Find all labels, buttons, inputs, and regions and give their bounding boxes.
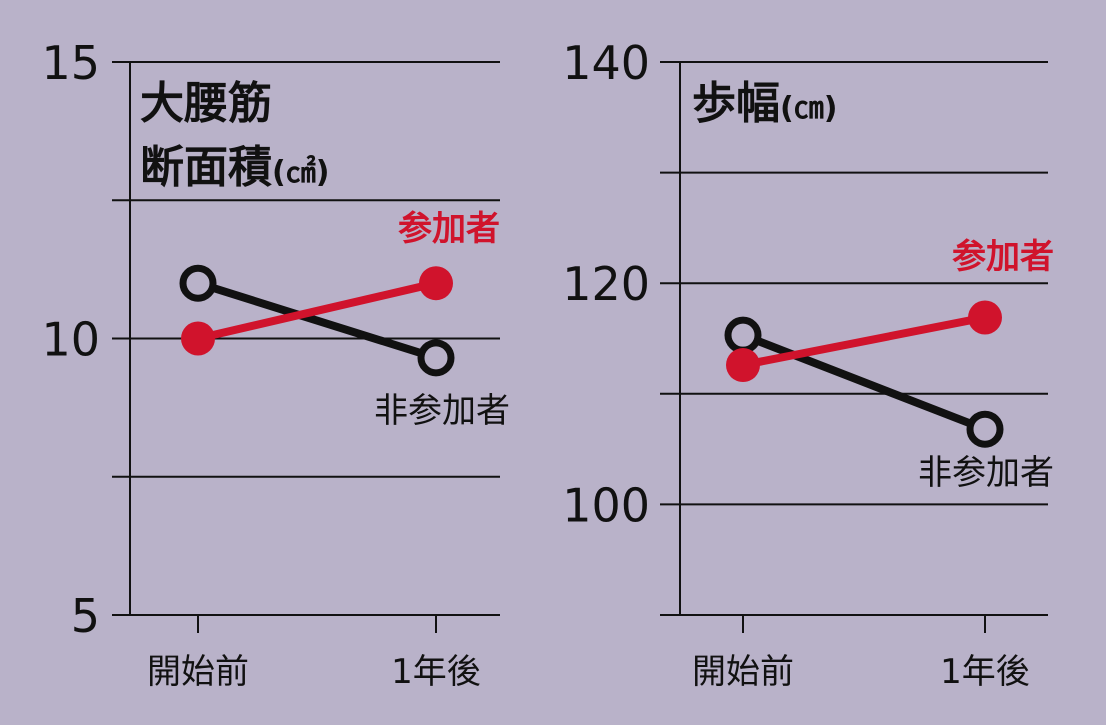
x-tick-label: 開始前 [692, 652, 794, 692]
series-label: 参加者 [952, 237, 1054, 277]
y-tick-label: 120 [562, 257, 650, 311]
data-point-filled [181, 321, 215, 356]
x-tick-label: 1年後 [391, 652, 481, 692]
series-line [197, 279, 437, 343]
y-tick-label: 10 [41, 313, 100, 367]
series-line [196, 279, 438, 362]
series-line [741, 331, 987, 433]
series-label: 非参加者 [374, 391, 510, 431]
chart-unit: (㎝) [780, 91, 837, 126]
data-point-hollow [179, 264, 217, 302]
data-point-hollow [417, 339, 455, 377]
chart-title-line: 断面積(㎠) [140, 142, 329, 193]
chart-title-line: 大腰筋 [140, 78, 272, 129]
x-tick-label: 1年後 [940, 652, 1030, 692]
chart-unit: (㎠) [272, 155, 329, 190]
data-point-filled [726, 348, 760, 383]
y-tick-label: 15 [41, 36, 100, 90]
y-tick-label: 140 [562, 36, 650, 90]
series-label: 非参加者 [918, 453, 1054, 493]
y-tick-label: 100 [562, 478, 650, 532]
chart-title-line: 歩幅(㎝) [692, 78, 837, 129]
data-point-hollow [966, 410, 1004, 448]
x-tick-label: 開始前 [147, 652, 249, 692]
data-point-filled [968, 300, 1002, 335]
data-point-hollow [724, 316, 762, 354]
y-tick-label: 5 [71, 589, 100, 643]
data-point-filled [419, 266, 453, 301]
series-line [742, 313, 986, 369]
series-label: 参加者 [398, 209, 500, 249]
